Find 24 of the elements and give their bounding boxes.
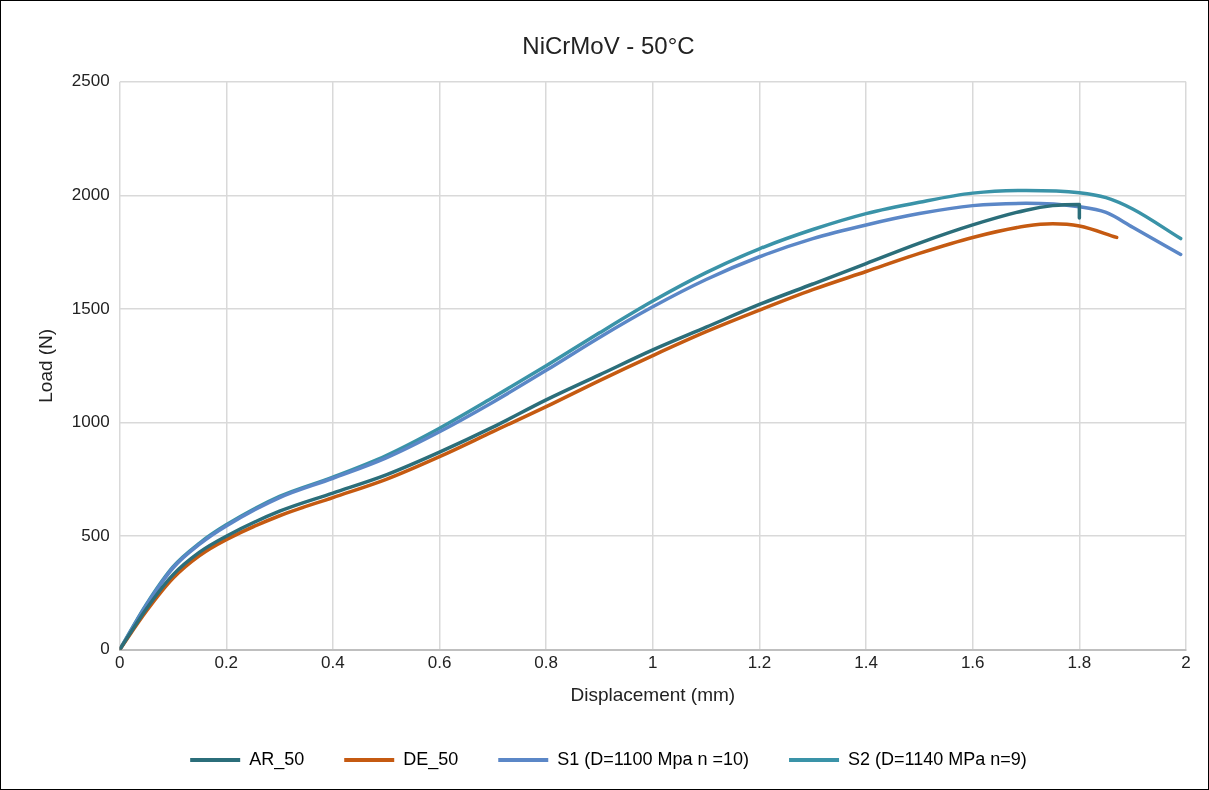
x-tick-label: 0.2 [214,652,239,672]
x-tick-label: 1.4 [854,652,878,672]
y-tick-label: 500 [81,525,110,545]
x-tick-label: 1 [648,652,658,672]
x-tick-label: 0.4 [321,652,345,672]
x-tick-label: 0.6 [427,652,452,672]
chart-title: NiCrMoV - 50°C [522,32,695,60]
y-tick-label: 2500 [71,71,110,91]
y-tick-label: 0 [100,639,110,659]
x-tick-label: 1.6 [960,652,985,672]
y-tick-label: 1500 [71,298,110,318]
legend-label: S1 (D=1100 Mpa n =10) [557,748,750,769]
legend-label: S2 (D=1140 MPa n=9) [848,748,1027,769]
x-tick-label: 0 [114,652,125,672]
legend-label: AR_50 [249,748,305,770]
y-tick-label: 2000 [71,185,110,205]
x-axis-title: Displacement (mm) [570,683,736,705]
x-tick-label: 0.8 [534,652,558,672]
y-tick-label: 1000 [71,412,110,432]
y-axis-title: Load (N) [34,328,56,403]
x-tick-label: 1.2 [747,652,772,672]
x-tick-label: 1.8 [1067,652,1092,672]
legend-label: DE_50 [403,748,459,770]
x-tick-label: 2 [1181,652,1191,672]
